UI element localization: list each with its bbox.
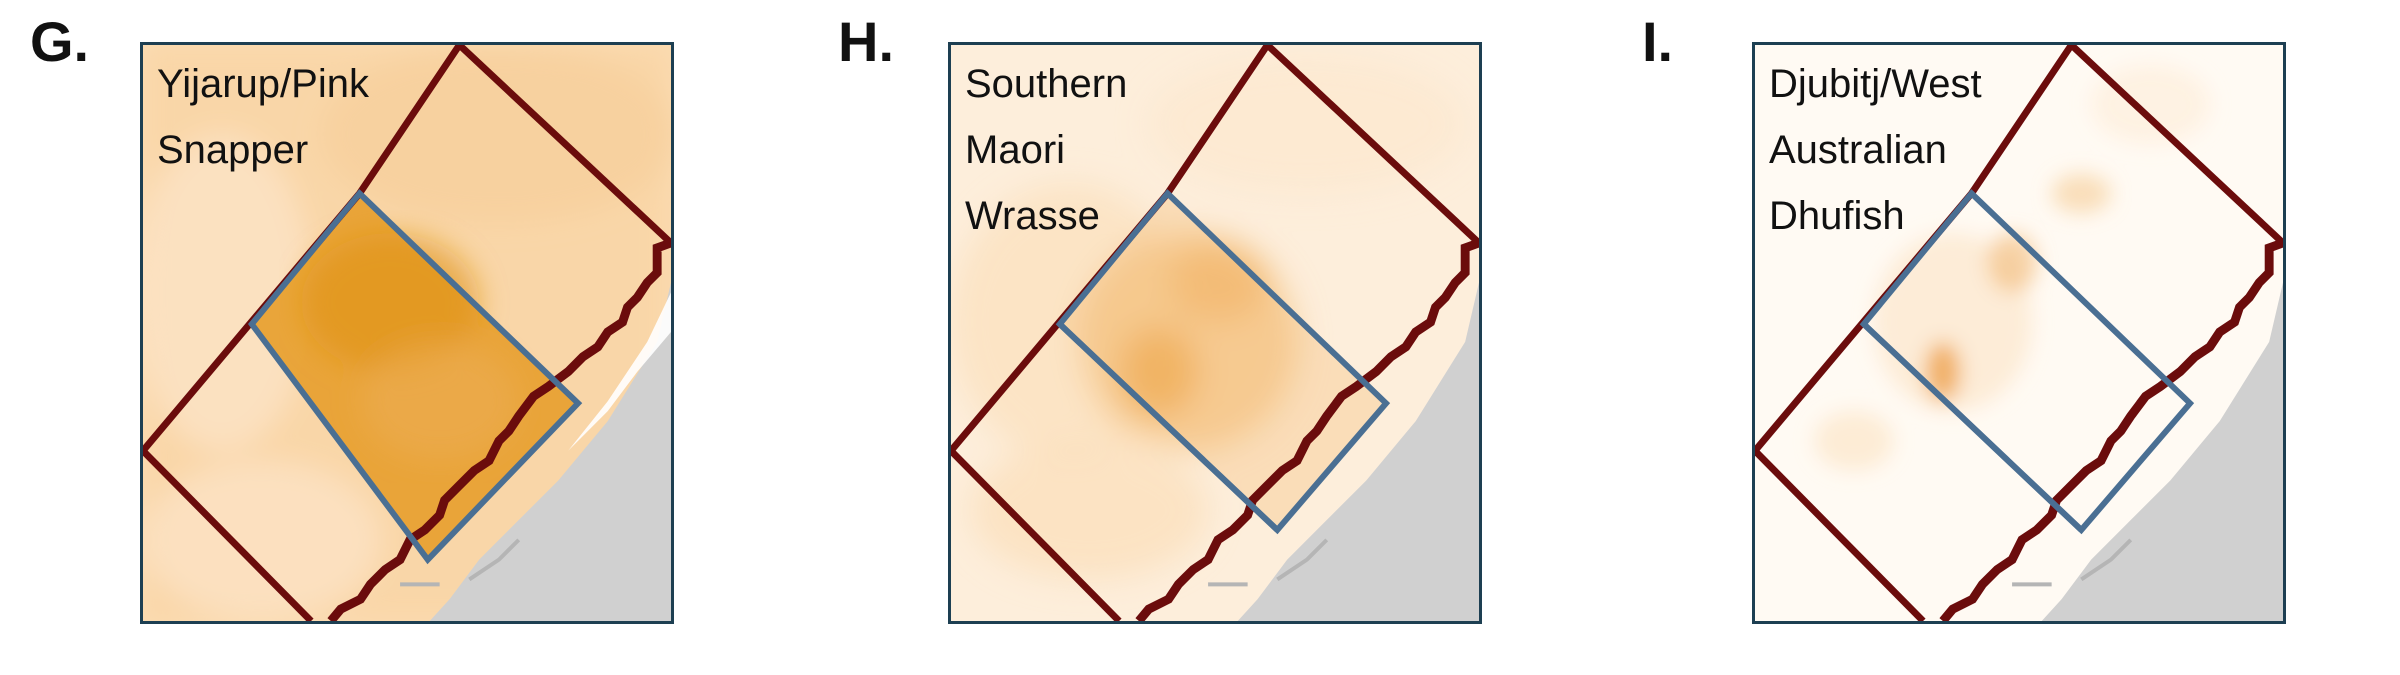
map-panel-h: H. Southern	[808, 0, 1608, 675]
outer-zone-boundary-south	[143, 448, 314, 621]
river-lines	[2012, 538, 2133, 587]
outer-zone-boundary-east	[2069, 45, 2283, 246]
map-frame: Southern Maori Wrasse	[948, 42, 1482, 624]
coastline-boundary	[1135, 238, 1479, 621]
land-area	[2041, 282, 2283, 621]
outer-zone-boundary-south	[1755, 448, 1926, 621]
coastline-boundary	[1939, 238, 2283, 621]
panel-label: H.	[838, 10, 894, 73]
inner-zone-boundary	[247, 189, 583, 565]
land-area	[1237, 282, 1479, 621]
outer-zone-boundary-east	[457, 45, 671, 246]
map-frame: Yijarup/Pink Snapper	[140, 42, 674, 624]
map-frame: Djubitj/West Australian Dhufish	[1752, 42, 2286, 624]
inner-zone-divider	[1057, 321, 1280, 533]
species-name: Djubitj/West Australian Dhufish	[1769, 62, 1982, 238]
panel-label: G.	[30, 10, 90, 73]
outer-zone-boundary-east	[1265, 45, 1479, 246]
density-map	[143, 45, 671, 621]
inner-zone-boundary	[1859, 189, 2195, 535]
inner-zone-divider	[1861, 321, 2084, 533]
density-map	[951, 45, 1479, 621]
coastline-boundary	[327, 238, 671, 621]
map-panel-g: G.	[0, 0, 800, 675]
river-lines	[400, 538, 521, 587]
density-map	[1755, 45, 2283, 621]
river-lines	[1208, 538, 1329, 587]
species-name: Southern Maori Wrasse	[965, 62, 1128, 238]
land-area	[429, 282, 671, 621]
map-panel-i: I. Djubitj/West	[1612, 0, 2400, 675]
outer-zone-boundary-south	[951, 448, 1122, 621]
species-name: Yijarup/Pink Snapper	[157, 62, 369, 172]
panel-label: I.	[1642, 10, 1674, 73]
